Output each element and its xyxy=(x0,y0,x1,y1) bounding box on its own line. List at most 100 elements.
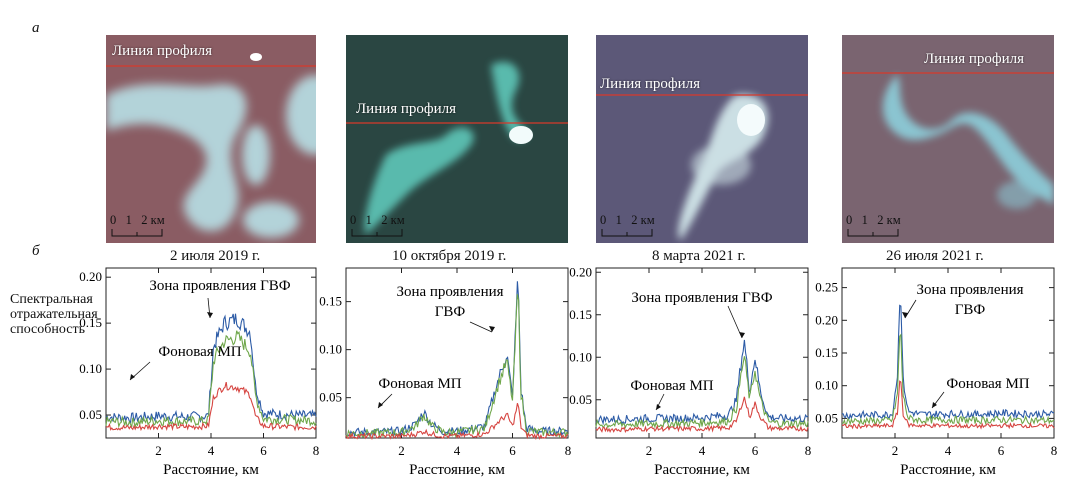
scale-bar: 0 1 2 км xyxy=(846,213,910,239)
scale-tick-0: 0 xyxy=(846,213,853,227)
y-tick-label: 0.10 xyxy=(815,378,838,393)
scale-bar: 0 1 2 км xyxy=(350,213,414,239)
annotation-zone: Зона проявления ГВФ xyxy=(149,278,290,294)
x-tick-label: 2 xyxy=(646,443,653,458)
scale-unit: км xyxy=(886,213,901,227)
scale-tick-0: 0 xyxy=(350,213,357,227)
annotation-background: Фоновая МП xyxy=(158,344,241,360)
satellite-image-4: Линия профиля 0 1 2 км xyxy=(842,35,1054,243)
y-tick-label: 0.10 xyxy=(319,342,342,357)
profile-line-label: Линия профиля xyxy=(112,43,213,59)
annotation-zone: Зона проявления xyxy=(916,282,1023,298)
x-tick-label: 2 xyxy=(398,443,405,458)
annotation-arrowhead xyxy=(739,332,745,338)
scale-bar: 0 1 2 км xyxy=(110,213,174,239)
annotation-zone: ГВФ xyxy=(955,302,986,318)
scale-tick-0: 0 xyxy=(600,213,607,227)
y-tick-label: 0.05 xyxy=(815,410,838,425)
scale-unit: км xyxy=(640,213,655,227)
x-tick-label: 8 xyxy=(805,443,812,458)
scale-tick-1: 1 xyxy=(861,213,868,227)
y-tick-label: 0.25 xyxy=(815,280,838,295)
satellite-image-2: Линия профиля 0 1 2 км xyxy=(346,35,568,243)
annotation-arrowhead xyxy=(489,326,495,332)
scale-tick-2: 2 xyxy=(141,213,148,227)
x-tick-label: 6 xyxy=(998,443,1005,458)
profile-line-label: Линия профиля xyxy=(600,76,701,92)
x-tick-label: 6 xyxy=(752,443,759,458)
y-tick-label: 0.20 xyxy=(815,312,838,327)
x-axis-label: Расстояние, км xyxy=(654,462,750,478)
annotation-background: Фоновая МП xyxy=(630,378,713,394)
series-line-blue xyxy=(841,304,1055,420)
annotation-background: Фоновая МП xyxy=(946,376,1029,392)
series-line-red xyxy=(841,380,1055,430)
x-tick-label: 4 xyxy=(208,443,215,458)
scale-tick-0: 0 xyxy=(110,213,117,227)
series-line-red xyxy=(345,403,569,441)
series-line-red xyxy=(595,396,809,434)
series-line-blue xyxy=(345,281,569,438)
y-tick-label: 0.20 xyxy=(569,264,592,279)
x-axis-label: Расстояние, км xyxy=(900,462,996,478)
y-tick-label: 0.10 xyxy=(569,349,592,364)
annotation-zone: Зона проявления ГВФ xyxy=(631,290,772,306)
panel-label-b: б xyxy=(32,243,40,259)
panel-label-a: а xyxy=(32,20,40,36)
scale-tick-2: 2 xyxy=(381,213,388,227)
annotation-arrow xyxy=(904,299,917,319)
annotation-arrowhead xyxy=(207,312,213,318)
chart-title-2: 10 октября 2019 г. xyxy=(392,248,507,264)
annotation-arrowhead xyxy=(932,402,937,408)
annotation-zone: ГВФ xyxy=(435,304,466,320)
y-tick-label: 0.10 xyxy=(79,361,102,376)
scale-tick-1: 1 xyxy=(365,213,372,227)
annotation-arrowhead xyxy=(656,404,661,410)
y-tick-label: 0.20 xyxy=(79,269,102,284)
profile-line-label: Линия профиля xyxy=(356,101,457,117)
chart-title-1: 2 июля 2019 г. xyxy=(170,248,261,264)
series-line-green xyxy=(841,333,1055,426)
annotation-arrow xyxy=(469,321,493,333)
y-tick-label: 0.05 xyxy=(569,392,592,407)
scale-unit: км xyxy=(150,213,165,227)
scale-unit: км xyxy=(390,213,405,227)
x-tick-label: 4 xyxy=(454,443,461,458)
scale-tick-2: 2 xyxy=(877,213,884,227)
annotation-arrowhead xyxy=(130,374,135,380)
series-line-blue xyxy=(105,313,317,424)
series-line-red xyxy=(105,381,317,432)
series-line-blue xyxy=(595,339,809,426)
chart-title-4: 26 июля 2021 г. xyxy=(886,248,984,264)
y-tick-label: 0.15 xyxy=(319,294,342,309)
x-axis-label: Расстояние, км xyxy=(163,462,259,478)
y-tick-label: 0.15 xyxy=(815,345,838,360)
annotation-arrowhead xyxy=(902,312,908,318)
y-tick-label: 0.15 xyxy=(569,307,592,322)
annotation-arrowhead xyxy=(378,402,383,408)
satellite-image-1: Линия профиля 0 1 2 км xyxy=(106,35,316,243)
x-axis-label: Расстояние, км xyxy=(409,462,505,478)
x-tick-label: 2 xyxy=(892,443,899,458)
satellite-image-3: Линия профиля 0 1 2 км xyxy=(596,35,808,243)
scale-tick-2: 2 xyxy=(631,213,638,227)
scale-tick-1: 1 xyxy=(125,213,132,227)
scale-tick-1: 1 xyxy=(615,213,622,227)
x-tick-label: 8 xyxy=(313,443,320,458)
x-tick-label: 4 xyxy=(699,443,706,458)
x-tick-label: 8 xyxy=(1051,443,1058,458)
x-tick-label: 6 xyxy=(260,443,267,458)
scale-bar: 0 1 2 км xyxy=(600,213,664,239)
y-tick-label: 0.05 xyxy=(79,407,102,422)
x-tick-label: 4 xyxy=(945,443,952,458)
x-tick-label: 6 xyxy=(509,443,516,458)
chart-title-3: 8 марта 2021 г. xyxy=(652,248,746,264)
y-tick-label: 0.15 xyxy=(79,315,102,330)
annotation-background: Фоновая МП xyxy=(378,376,461,392)
series-line-green xyxy=(595,356,809,430)
series-line-green xyxy=(105,330,317,429)
annotation-zone: Зона проявления xyxy=(396,284,503,300)
y-tick-label: 0.05 xyxy=(319,390,342,405)
profile-line-label: Линия профиля xyxy=(924,51,1025,67)
